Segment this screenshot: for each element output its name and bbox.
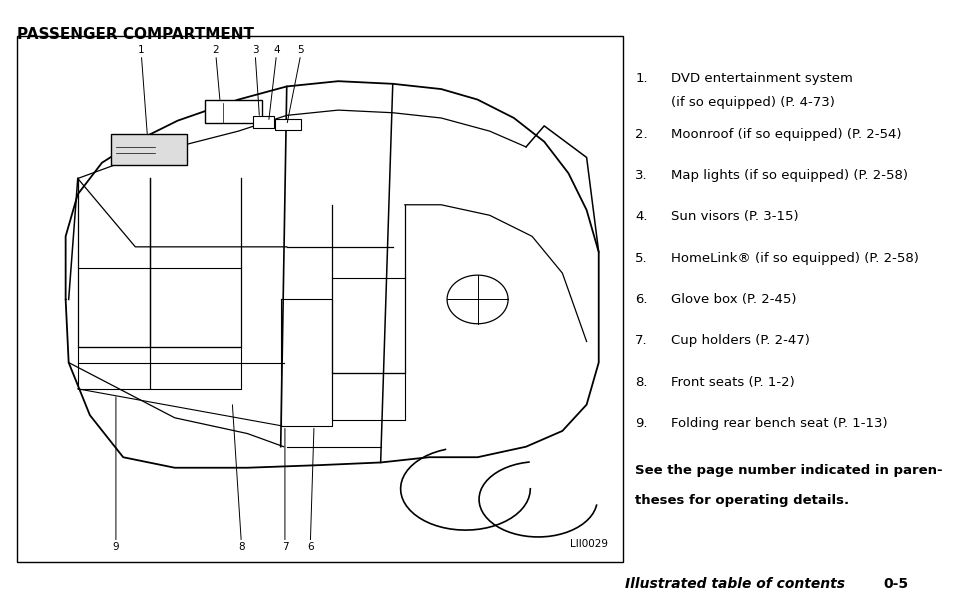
Text: PASSENGER COMPARTMENT: PASSENGER COMPARTMENT [17,27,253,43]
Bar [17,36,622,562]
Text: HomeLink® (if so equipped) (P. 2-58): HomeLink® (if so equipped) (P. 2-58) [670,252,918,264]
Text: 4: 4 [273,45,279,55]
Text: 8: 8 [237,542,244,553]
Text: 4.: 4. [635,210,647,223]
Text: Sun visors (P. 3-15): Sun visors (P. 3-15) [670,210,798,223]
Text: 6.: 6. [635,293,647,306]
Text: 3.: 3. [635,169,647,182]
Text: (if so equipped) (P. 4-73): (if so equipped) (P. 4-73) [670,96,834,109]
Bar [205,100,262,123]
Text: LII0029: LII0029 [569,539,607,549]
Bar [274,119,301,130]
Text: 0-5: 0-5 [882,577,907,591]
Text: 2: 2 [213,45,219,55]
Text: 8.: 8. [635,376,647,389]
Text: theses for operating details.: theses for operating details. [635,494,848,506]
Text: 7.: 7. [635,334,647,347]
Text: 6: 6 [307,542,314,553]
Text: Map lights (if so equipped) (P. 2-58): Map lights (if so equipped) (P. 2-58) [670,169,906,182]
Text: 1: 1 [138,45,145,55]
Text: 5.: 5. [635,252,647,264]
Bar [111,134,187,165]
Text: 9: 9 [112,542,119,553]
Text: Cup holders (P. 2-47): Cup holders (P. 2-47) [670,334,809,347]
Text: 3: 3 [252,45,258,55]
Text: 7: 7 [281,542,288,553]
Text: Moonroof (if so equipped) (P. 2-54): Moonroof (if so equipped) (P. 2-54) [670,128,901,140]
Text: 5: 5 [297,45,304,55]
Text: 2.: 2. [635,128,647,140]
Text: 9.: 9. [635,417,647,430]
Text: See the page number indicated in paren-: See the page number indicated in paren- [635,465,942,477]
Text: Glove box (P. 2-45): Glove box (P. 2-45) [670,293,796,306]
Text: Folding rear bench seat (P. 1-13): Folding rear bench seat (P. 1-13) [670,417,886,430]
Text: 1.: 1. [635,72,647,85]
Text: Front seats (P. 1-2): Front seats (P. 1-2) [670,376,794,389]
Text: Illustrated table of contents: Illustrated table of contents [624,577,844,591]
Bar [253,116,274,128]
Text: DVD entertainment system: DVD entertainment system [670,72,852,85]
